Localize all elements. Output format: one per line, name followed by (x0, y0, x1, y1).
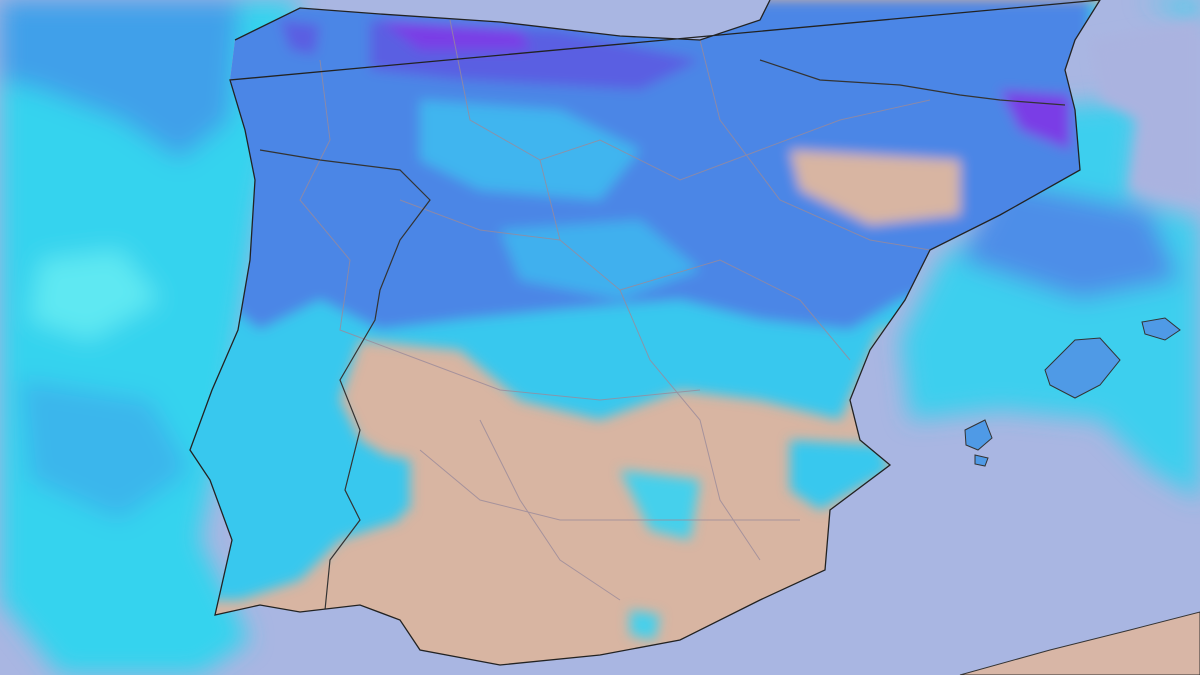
coastline (189, 0, 1101, 666)
mediterranean-precipitation (900, 0, 1200, 500)
africa-coast (959, 611, 1200, 675)
balearic-islands (964, 317, 1181, 467)
atlantic-precipitation (0, 0, 300, 675)
pyrenees-border (759, 59, 1066, 106)
clear-sea (1090, 20, 1200, 200)
